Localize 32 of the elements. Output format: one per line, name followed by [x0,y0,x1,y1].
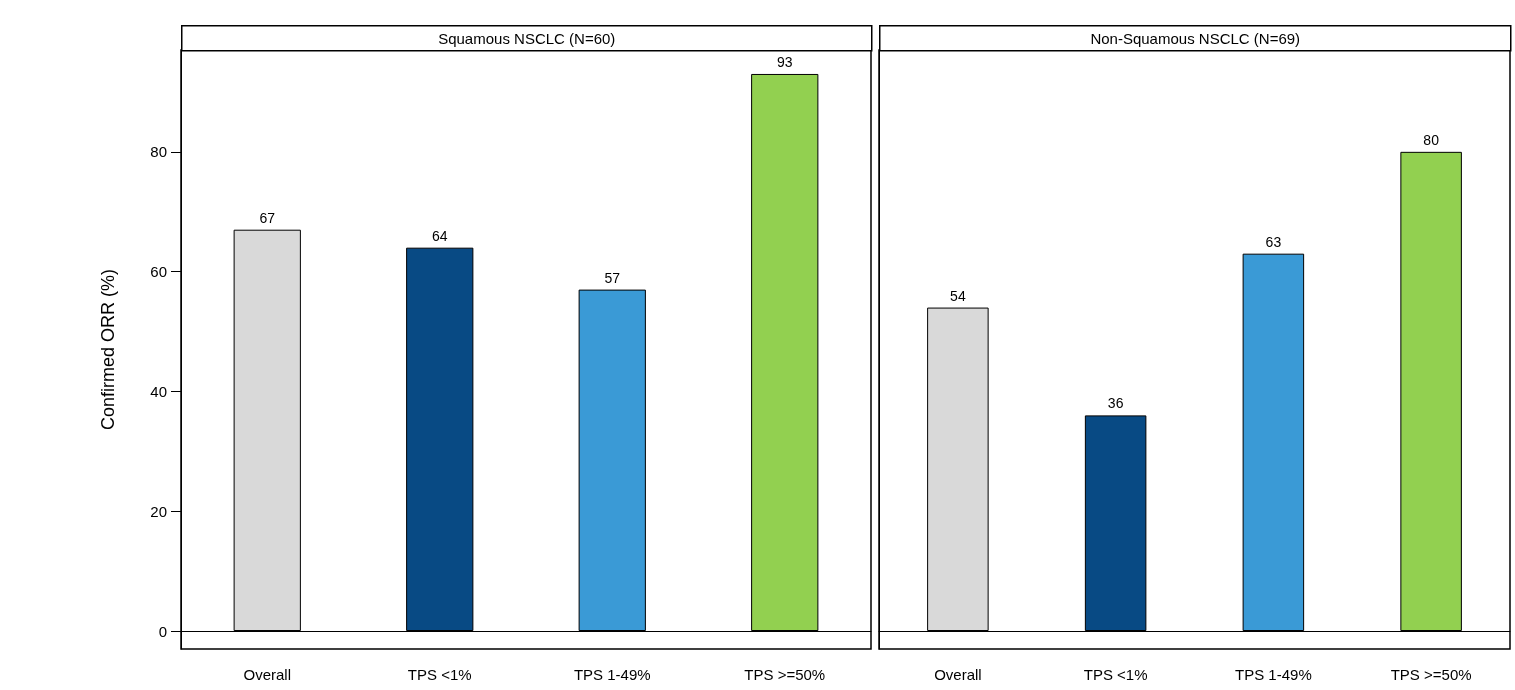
x-tick-label: Overall [934,666,982,683]
y-tick-label: 80 [150,143,167,161]
bar [1400,151,1462,632]
data-label: 64 [431,227,448,244]
y-tick-label: 20 [150,502,167,520]
x-tick-label: TPS >=50% [1390,666,1472,683]
bar [927,307,989,632]
data-label: 36 [1107,395,1124,412]
data-label: 80 [1423,131,1440,148]
x-tick-label: TPS >=50% [744,666,826,683]
y-tick-label: 0 [158,622,167,640]
y-tick-label: 60 [150,263,167,281]
bar [578,289,646,632]
bar [233,229,301,632]
x-tick-label: TPS <1% [1083,666,1148,683]
data-label: 57 [604,269,621,286]
bar [1084,415,1147,632]
x-tick-label: TPS 1-49% [573,666,651,683]
bar [1242,253,1305,632]
data-label: 63 [1265,233,1282,250]
bar [406,247,474,632]
chart-title: Squamous NSCLC (N=60) [438,30,616,48]
data-label: 54 [950,287,966,304]
y-axis-title: Confirmed ORR (%) [98,268,118,431]
x-tick-label: TPS <1% [407,666,472,683]
bar [751,73,819,632]
x-tick-label: TPS 1-49% [1235,666,1312,683]
data-label: 67 [259,209,276,226]
y-tick-label: 40 [150,382,167,400]
x-tick-label: Overall [243,666,292,683]
chart-title: Non-Squamous NSCLC (N=69) [1090,30,1301,48]
data-label: 93 [776,53,793,70]
